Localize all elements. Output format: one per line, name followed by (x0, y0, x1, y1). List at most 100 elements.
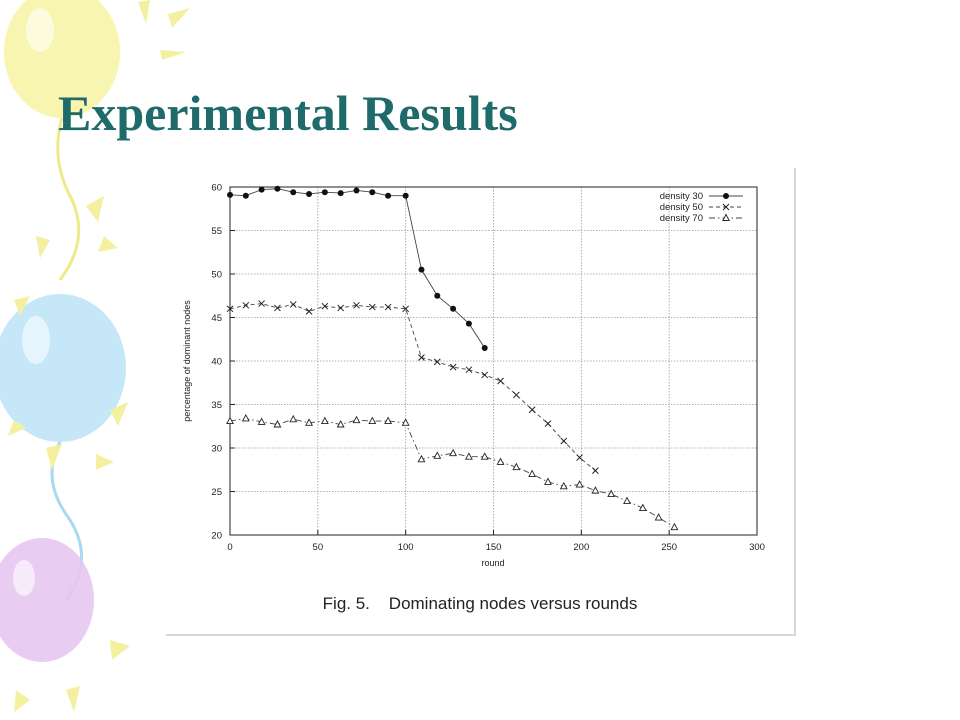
x-tick-label: 250 (661, 542, 677, 553)
marker-stroke (402, 305, 410, 313)
x-tick-label: 50 (313, 542, 324, 553)
data-point (305, 308, 313, 315)
data-point (402, 305, 410, 313)
y-tick-label: 35 (211, 400, 222, 411)
marker-stroke (449, 363, 457, 371)
data-point (654, 513, 663, 521)
legend-entry: density 70 (660, 213, 703, 224)
data-point (576, 454, 583, 461)
data-point (353, 187, 360, 194)
marker-stroke (592, 467, 599, 474)
data-point (385, 192, 392, 199)
data-point (465, 366, 473, 374)
marker-stroke (481, 371, 489, 379)
data-point (227, 191, 233, 198)
data-point (449, 448, 458, 457)
data-point (320, 416, 329, 424)
figure-caption: Fig. 5. Dominating nodes versus rounds (322, 594, 638, 613)
data-point (418, 354, 425, 361)
data-point (592, 467, 599, 474)
series-2 (226, 300, 599, 474)
y-tick-label: 25 (211, 487, 222, 498)
data-point (306, 190, 313, 197)
data-point (496, 457, 505, 465)
legend-entry: density 30 (660, 191, 703, 202)
y-tick-label: 40 (211, 357, 222, 368)
marker-stroke (337, 304, 345, 312)
plot-frame (229, 186, 758, 536)
marker-stroke (289, 301, 297, 308)
marker-stroke (560, 437, 568, 445)
data-point (258, 186, 265, 193)
data-point (528, 469, 537, 478)
marker-stroke (353, 301, 360, 309)
legend-marker (722, 213, 730, 221)
data-point (528, 406, 536, 414)
balloon-purple-bottom (0, 538, 94, 662)
y-tick-label: 20 (211, 531, 222, 542)
marker-stroke (226, 305, 234, 313)
marker-stroke (512, 391, 520, 399)
data-point (560, 437, 568, 445)
data-point (480, 452, 489, 460)
x-tick-label: 150 (486, 542, 502, 553)
data-point (257, 417, 266, 425)
data-point (449, 363, 457, 371)
data-point (607, 489, 616, 498)
slide-title: Experimental Results (58, 85, 518, 141)
data-point (450, 305, 457, 312)
data-point (289, 414, 298, 423)
x-axis-label: round (481, 558, 504, 568)
figure-panel: 20 25 30 35 40 45 50 55 60 0 50 100 150 200 250 300 rou… (166, 168, 796, 636)
data-point (559, 481, 568, 490)
marker-stroke (258, 300, 265, 307)
data-point (512, 391, 520, 399)
x-tick-label: 0 (227, 542, 232, 553)
data-point (497, 377, 504, 385)
data-point (575, 480, 584, 488)
data-point (274, 185, 281, 192)
data-point (402, 192, 409, 199)
legend-entry: density 50 (660, 202, 703, 213)
data-point (337, 304, 345, 312)
data-point (353, 301, 360, 309)
x-tick-label: 200 (573, 542, 589, 553)
data-point (512, 462, 521, 471)
data-point (337, 190, 344, 197)
marker-stroke (418, 354, 425, 361)
marker-stroke (497, 377, 504, 385)
data-point (384, 303, 392, 311)
data-point (481, 371, 489, 379)
marker-stroke (305, 308, 313, 315)
balloon-yellow-top (4, 0, 120, 281)
data-point (336, 420, 345, 428)
series-1 (227, 185, 488, 351)
data-point (321, 189, 328, 196)
marker-stroke (433, 358, 441, 366)
data-point (623, 496, 631, 505)
y-tick-label: 50 (211, 270, 222, 281)
data-point (638, 503, 647, 511)
data-point (289, 301, 297, 308)
data-point (591, 486, 600, 494)
marker-stroke (528, 406, 536, 414)
data-point (226, 305, 234, 313)
data-point (242, 192, 249, 199)
series-line (229, 303, 596, 471)
data-point (544, 477, 552, 485)
data-point (258, 300, 265, 307)
marker-stroke (722, 203, 730, 211)
series-3 (226, 413, 679, 531)
data-point (544, 420, 552, 427)
data-point (384, 416, 393, 424)
series-line (229, 188, 486, 349)
data-point (352, 415, 361, 424)
data-point (670, 522, 679, 531)
marker-stroke (242, 301, 250, 309)
data-point (274, 304, 281, 312)
x-tick-label: 100 (398, 542, 414, 553)
line-chart: 20 25 30 35 40 45 50 55 60 0 50 100 150 200 250 300 rou… (182, 183, 765, 569)
data-point (433, 451, 442, 459)
legend-marker (723, 193, 729, 199)
